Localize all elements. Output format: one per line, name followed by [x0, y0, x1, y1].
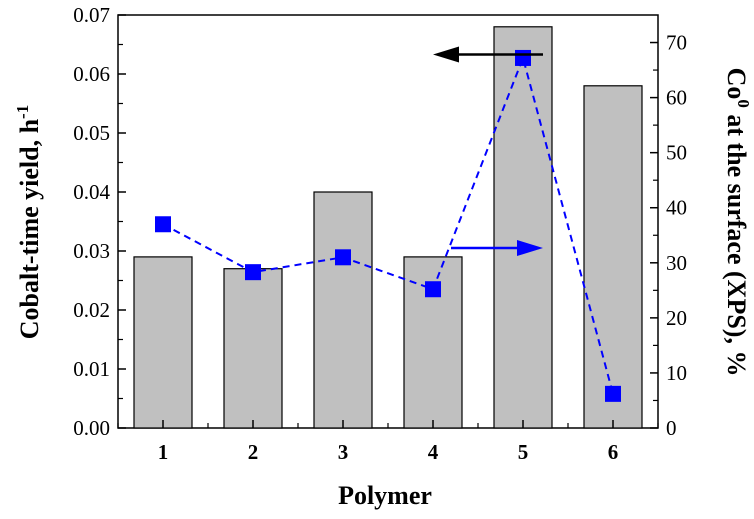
left-axis: 0.00 0.01 0.02 0.03 0.04 0.05 0.06 0.07 [73, 3, 126, 440]
left-axis-title-superscript: -1 [13, 105, 32, 119]
left-axis-title-text: Cobalt-time yield, h [15, 118, 44, 339]
x-tick-label-1: 1 [158, 440, 169, 464]
x-tick-label-6: 6 [608, 440, 619, 464]
arrow-left-head [433, 46, 459, 63]
bar-series [133, 26, 643, 429]
right-tick-label: 60 [666, 86, 687, 110]
x-axis-title: Polymer [338, 481, 432, 510]
co0-dashed-line [162, 54, 614, 395]
x-axis: 1 2 3 4 5 6 [117, 420, 659, 464]
left-tick-label: 0.03 [73, 239, 110, 263]
left-tick-label: 0.05 [73, 121, 110, 145]
right-tick-label: 40 [666, 196, 687, 220]
plot-border [117, 14, 659, 429]
right-tick-label: 10 [666, 361, 687, 385]
right-tick-label: 30 [666, 251, 687, 275]
bar-1 [133, 256, 193, 429]
left-tick-label: 0.07 [73, 3, 110, 27]
right-axis-title-rest: at the surface (XPS), % [722, 108, 751, 377]
bar-5 [493, 26, 553, 429]
right-axis-title-co: Co [722, 68, 751, 100]
x-tick-label-4: 4 [428, 440, 439, 464]
co0-marker-4 [425, 281, 441, 298]
co0-marker-3 [335, 249, 351, 266]
bar-3 [313, 191, 373, 429]
bar-2 [223, 268, 283, 429]
right-axis-title: Co0 at the surface (XPS), % [722, 68, 753, 377]
left-tick-label: 0.00 [73, 416, 110, 440]
x-tick-label-5: 5 [518, 440, 529, 464]
left-tick-label: 0.01 [73, 357, 110, 381]
arrow-right-head [517, 240, 543, 257]
plot-frame [117, 14, 659, 429]
right-axis: 0 10 20 30 40 50 60 70 [650, 31, 687, 440]
right-axis-title-superscript: 0 [734, 99, 753, 108]
co0-marker-1 [155, 216, 171, 233]
left-axis-title: Cobalt-time yield, h-1 [13, 105, 44, 339]
annotations [433, 46, 543, 257]
co0-marker-6 [605, 385, 621, 402]
co0-marker-5 [515, 49, 531, 66]
co0-marker-2 [245, 264, 261, 281]
right-tick-label: 50 [666, 141, 687, 165]
right-tick-label: 20 [666, 306, 687, 330]
left-tick-label: 0.06 [73, 62, 110, 86]
right-tick-label: 0 [666, 416, 677, 440]
right-tick-label: 70 [666, 31, 687, 55]
x-tick-label-2: 2 [248, 440, 259, 464]
left-tick-label: 0.02 [73, 298, 110, 322]
x-tick-label-3: 3 [338, 440, 349, 464]
bar-6 [583, 85, 643, 429]
left-tick-label: 0.04 [73, 180, 110, 204]
